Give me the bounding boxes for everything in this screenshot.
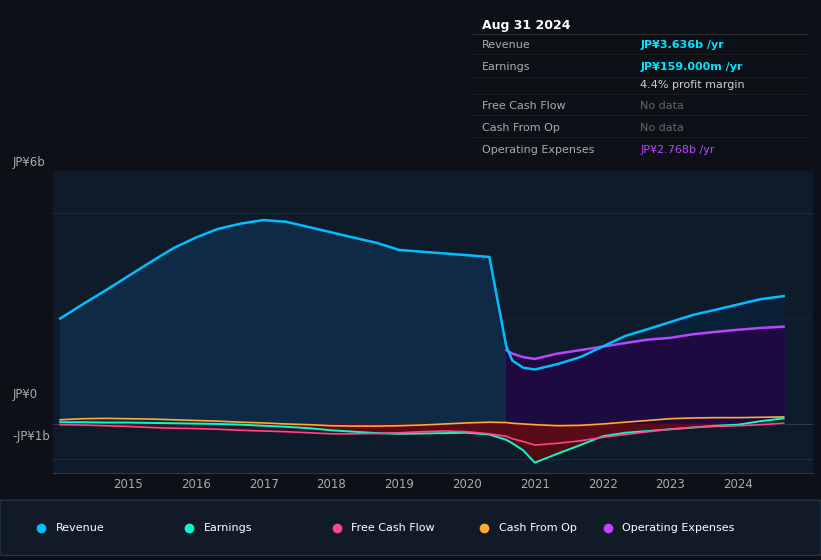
- Text: No data: No data: [640, 123, 684, 133]
- Text: Revenue: Revenue: [56, 523, 104, 533]
- Text: Earnings: Earnings: [482, 62, 530, 72]
- Text: Cash From Op: Cash From Op: [499, 523, 577, 533]
- Text: Revenue: Revenue: [482, 40, 531, 50]
- Text: Operating Expenses: Operating Expenses: [622, 523, 735, 533]
- Text: No data: No data: [640, 101, 684, 110]
- Text: JP¥159.000m /yr: JP¥159.000m /yr: [640, 62, 743, 72]
- Text: Operating Expenses: Operating Expenses: [482, 145, 594, 155]
- Text: 4.4% profit margin: 4.4% profit margin: [640, 80, 745, 90]
- Text: Cash From Op: Cash From Op: [482, 123, 560, 133]
- Text: JP¥3.636b /yr: JP¥3.636b /yr: [640, 40, 724, 50]
- Text: Aug 31 2024: Aug 31 2024: [482, 19, 571, 32]
- Text: Earnings: Earnings: [204, 523, 252, 533]
- Text: Free Cash Flow: Free Cash Flow: [351, 523, 435, 533]
- Text: JP¥6b: JP¥6b: [12, 156, 45, 169]
- Text: JP¥0: JP¥0: [12, 388, 38, 402]
- Text: -JP¥1b: -JP¥1b: [12, 430, 50, 444]
- Text: JP¥2.768b /yr: JP¥2.768b /yr: [640, 145, 715, 155]
- FancyBboxPatch shape: [0, 500, 821, 556]
- Text: Free Cash Flow: Free Cash Flow: [482, 101, 566, 110]
